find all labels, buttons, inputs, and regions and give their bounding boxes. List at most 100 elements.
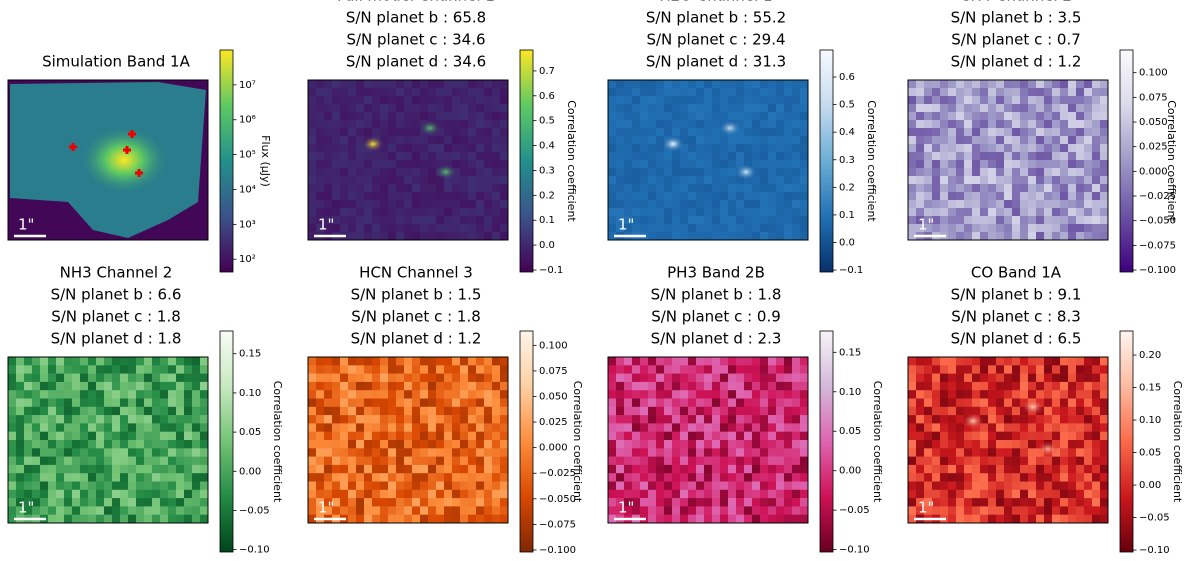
image-pixel <box>324 104 333 113</box>
image-pixel <box>348 168 357 177</box>
image-pixel <box>1100 448 1109 457</box>
image-pixel <box>624 381 633 391</box>
image-pixel <box>176 473 185 482</box>
image-pixel <box>760 176 769 185</box>
image-pixel <box>932 489 941 499</box>
image-pixel <box>40 357 49 366</box>
image-pixel <box>1004 448 1013 457</box>
image-pixel <box>1020 489 1029 499</box>
image-pixel <box>1060 448 1069 457</box>
image-pixel <box>412 120 421 129</box>
image-pixel <box>948 365 957 374</box>
image-pixel <box>1092 96 1101 105</box>
image-pixel <box>380 398 389 408</box>
image-pixel <box>1060 498 1069 507</box>
image-pixel <box>120 481 129 491</box>
image-pixel <box>964 160 973 169</box>
image-pixel <box>1100 481 1109 491</box>
image-pixel <box>128 381 137 391</box>
image-pixel <box>332 104 341 113</box>
image-pixel <box>728 152 737 161</box>
image-pixel <box>1076 88 1085 97</box>
image-pixel <box>924 489 933 499</box>
image-pixel <box>648 80 657 89</box>
image-pixel <box>768 381 777 391</box>
image-pixel <box>356 498 365 507</box>
image-pixel <box>672 381 681 391</box>
image-pixel <box>428 481 437 491</box>
image-pixel <box>760 184 769 193</box>
image-pixel <box>388 192 397 201</box>
image-pixel <box>1100 136 1109 145</box>
image-pixel <box>696 136 705 145</box>
image-pixel <box>940 192 949 201</box>
image-pixel <box>916 80 925 89</box>
image-pixel <box>752 464 761 474</box>
image-pixel <box>776 357 785 366</box>
image-pixel <box>372 80 381 89</box>
image-pixel <box>112 456 121 466</box>
colorbar-tick-label: 0.6 <box>839 72 855 83</box>
image-pixel <box>112 440 121 449</box>
image-pixel <box>308 431 317 441</box>
panel-title: H2O Channel 1 <box>659 0 772 5</box>
image-pixel <box>32 489 41 499</box>
image-pixel <box>444 514 453 524</box>
image-pixel <box>728 456 737 466</box>
image-pixel <box>356 373 365 383</box>
image-pixel <box>1084 136 1093 145</box>
image-pixel <box>728 498 737 507</box>
image-pixel <box>696 473 705 482</box>
image-pixel <box>744 136 753 145</box>
image-pixel <box>664 200 673 209</box>
image-pixel <box>696 498 705 507</box>
image-pixel <box>484 473 493 482</box>
image-pixel <box>340 192 349 201</box>
image-pixel <box>388 373 397 383</box>
image-pixel <box>420 200 429 209</box>
image-pixel <box>776 216 785 225</box>
image-pixel <box>460 514 469 524</box>
image-pixel <box>56 365 65 374</box>
image-pixel <box>680 104 689 113</box>
image-pixel <box>24 406 33 416</box>
image-pixel <box>672 489 681 499</box>
image-pixel <box>800 489 809 499</box>
image-pixel <box>672 473 681 482</box>
image-pixel <box>704 514 713 524</box>
image-pixel <box>648 481 657 491</box>
image-pixel <box>388 160 397 169</box>
image-pixel <box>744 506 753 515</box>
image-pixel <box>308 365 317 374</box>
image-pixel <box>712 398 721 408</box>
image-pixel <box>444 440 453 449</box>
image-pixel <box>136 489 145 499</box>
colorbar-tick-label: 0.1 <box>839 210 855 221</box>
image-pixel <box>744 144 753 153</box>
image-pixel <box>388 200 397 209</box>
image-pixel <box>380 481 389 491</box>
image-pixel <box>388 464 397 474</box>
image-pixel <box>688 357 697 366</box>
image-pixel <box>1044 464 1053 474</box>
image-pixel <box>1036 184 1045 193</box>
image-pixel <box>972 200 981 209</box>
colorbar-tick-label: 0.4 <box>539 141 555 152</box>
image-pixel <box>1028 120 1037 129</box>
image-pixel <box>364 176 373 185</box>
image-pixel <box>396 514 405 524</box>
image-pixel <box>948 216 957 225</box>
image-pixel <box>736 144 745 153</box>
image-pixel <box>768 216 777 225</box>
image-pixel <box>128 464 137 474</box>
image-pixel <box>160 431 169 441</box>
image-pixel <box>476 184 485 193</box>
image-pixel <box>80 440 89 449</box>
image-pixel <box>112 481 121 491</box>
image-pixel <box>776 423 785 432</box>
image-pixel <box>136 431 145 441</box>
image-pixel <box>1028 88 1037 97</box>
image-pixel <box>632 104 641 113</box>
image-pixel <box>1020 160 1029 169</box>
image-pixel <box>24 506 33 515</box>
